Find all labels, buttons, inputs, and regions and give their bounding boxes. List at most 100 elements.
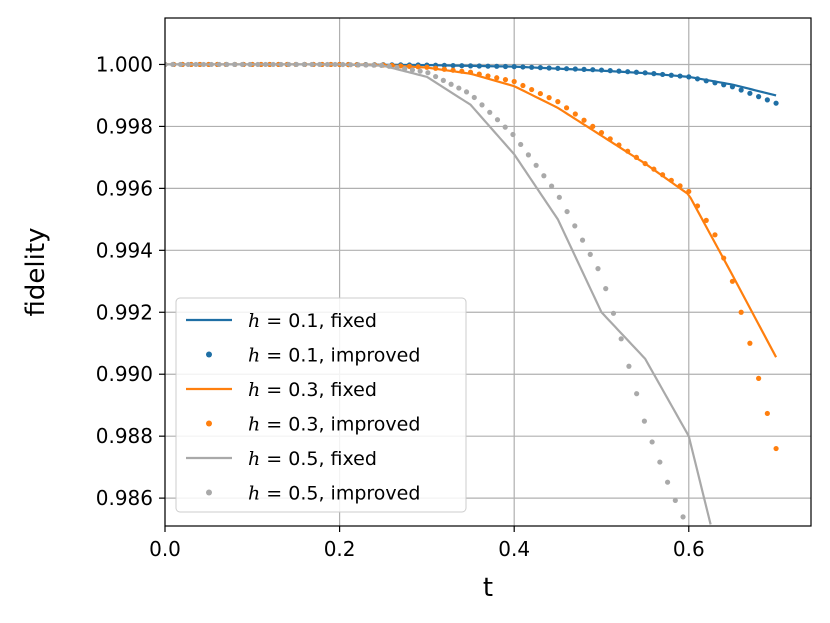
series-point-5	[394, 64, 400, 71]
series-point-3	[590, 123, 596, 130]
series-point-5	[634, 391, 640, 397]
series-point-1	[703, 78, 709, 84]
x-tick-label: 0.0	[149, 537, 181, 561]
series-point-3	[729, 278, 736, 284]
series-point-1	[729, 84, 736, 90]
series-point-5	[502, 124, 508, 130]
series-point-3	[476, 71, 482, 77]
legend-entry-label: h = 0.5, fixed	[248, 448, 377, 470]
series-point-3	[555, 99, 561, 105]
series-point-5	[664, 479, 671, 485]
series-point-5	[510, 131, 516, 138]
ticks: 0.0 0.2 0.4 0.6 1.000 0.998 0.996 0.994 0.992 0.9…	[96, 52, 705, 561]
series-point-5	[525, 152, 532, 158]
series-point-5	[185, 61, 191, 68]
series-point-5	[262, 61, 269, 68]
series-point-5	[618, 336, 624, 342]
series-point-5	[541, 173, 547, 179]
series-point-3	[494, 75, 500, 81]
legend-dot-swatch	[206, 420, 212, 427]
series-point-5	[433, 73, 439, 80]
series-point-5	[165, 61, 168, 68]
y-tick-label: 0.988	[96, 424, 153, 448]
series-point-5	[340, 61, 346, 68]
series-point-3	[712, 232, 718, 238]
series-point-5	[533, 162, 539, 168]
series-point-5	[224, 61, 230, 68]
series-point-5	[402, 66, 408, 72]
series-point-1	[502, 63, 509, 70]
series-point-1	[485, 63, 491, 69]
series-point-5	[579, 237, 586, 243]
y-tick-label: 1.000	[96, 52, 153, 76]
series-point-3	[642, 160, 648, 167]
series-point-5	[386, 63, 392, 69]
legend-dot-swatch	[206, 351, 212, 358]
series-point-5	[170, 61, 176, 68]
series-point-1	[459, 63, 465, 69]
series-point-5	[425, 70, 431, 76]
series-point-5	[417, 68, 423, 74]
series-point-1	[764, 97, 770, 103]
series-point-3	[511, 78, 517, 85]
series-point-1	[756, 94, 762, 100]
series-point-5	[603, 286, 609, 292]
series-point-3	[686, 188, 692, 195]
series-point-3	[773, 445, 779, 452]
series-point-1	[694, 76, 701, 82]
series-point-5	[487, 109, 493, 115]
series-point-3	[529, 86, 535, 93]
plot-frame	[164, 17, 812, 527]
series-point-1	[572, 66, 578, 72]
series-point-3	[459, 68, 465, 74]
series-point-3	[607, 136, 613, 142]
legend-entry-label: h = 0.3, improved	[248, 414, 420, 436]
series-point-5	[518, 141, 524, 148]
series-point-3	[721, 255, 727, 261]
series-point-1	[677, 73, 683, 79]
series-point-5	[324, 61, 330, 68]
series-point-5	[409, 67, 416, 73]
series-point-1	[476, 63, 482, 69]
x-tick-label: 0.2	[324, 537, 356, 561]
series-point-5	[270, 61, 276, 68]
series-point-3	[668, 177, 674, 183]
series-point-1	[529, 64, 535, 70]
series-point-5	[572, 223, 578, 229]
series-point-5	[363, 62, 369, 68]
y-tick-label: 0.998	[96, 114, 153, 138]
series-point-1	[537, 65, 543, 71]
series-point-1	[450, 62, 456, 69]
legend: h = 0.1, fixed h = 0.1, improved h = 0.3, …	[175, 297, 467, 513]
series-point-5	[641, 418, 647, 424]
series-point-1	[520, 64, 526, 70]
y-tick-label: 0.996	[96, 176, 153, 200]
series-point-3	[616, 142, 622, 148]
series-point-5	[672, 497, 678, 504]
series-point-5	[463, 89, 470, 95]
series-point-1	[625, 69, 631, 75]
y-tick-label: 0.992	[96, 300, 153, 324]
series-point-5	[371, 62, 377, 68]
series-point-1	[773, 100, 779, 106]
series-point-3	[694, 203, 701, 209]
series-point-1	[546, 65, 552, 71]
series-point-1	[712, 80, 718, 86]
series-point-5	[332, 61, 338, 68]
series-point-5	[649, 439, 655, 445]
series-point-3	[563, 105, 570, 111]
y-tick-label: 0.994	[96, 238, 153, 262]
series-point-3	[433, 65, 439, 71]
series-point-1	[686, 74, 692, 80]
series-point-1	[738, 87, 744, 93]
series-point-5	[680, 514, 686, 520]
series-point-3	[546, 95, 552, 101]
series-point-5	[255, 61, 261, 68]
series-point-5	[626, 363, 632, 369]
series-point-1	[668, 72, 674, 78]
series-point-5	[317, 61, 323, 68]
series-point-5	[471, 94, 477, 101]
series-point-3	[450, 67, 456, 73]
series-point-5	[193, 61, 199, 68]
series-point-5	[355, 62, 361, 68]
